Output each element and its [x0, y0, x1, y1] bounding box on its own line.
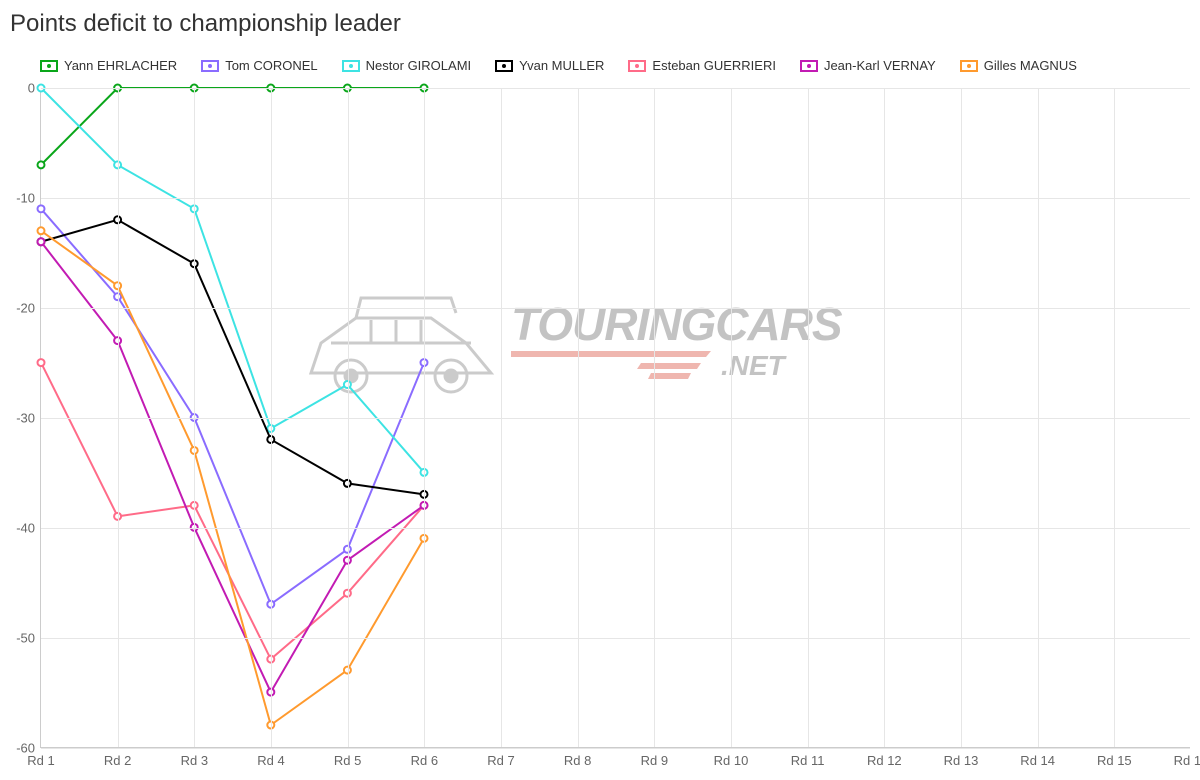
- y-axis-label: -10: [16, 191, 35, 206]
- x-axis-label: Rd 7: [487, 753, 514, 768]
- y-axis-label: 0: [28, 81, 35, 96]
- grid-line-v: [194, 88, 195, 747]
- chart-container: Points deficit to championship leader Ya…: [0, 0, 1200, 780]
- legend-swatch: [342, 60, 360, 72]
- grid-line-h: [41, 748, 1190, 749]
- grid-line-v: [348, 88, 349, 747]
- legend: Yann EHRLACHER Tom CORONEL Nestor GIROLAMI…: [40, 58, 1190, 73]
- grid-line-v: [961, 88, 962, 747]
- x-axis-label: Rd 4: [257, 753, 284, 768]
- data-point[interactable]: [38, 205, 45, 212]
- legend-label: Esteban GUERRIERI: [652, 58, 776, 73]
- plot-area: TOURINGCARS .NET 0-10-20-30-40-50-60Rd 1…: [40, 88, 1190, 748]
- grid-line-v: [424, 88, 425, 747]
- legend-item[interactable]: Tom CORONEL: [201, 58, 317, 73]
- legend-item[interactable]: Gilles MAGNUS: [960, 58, 1077, 73]
- y-axis-label: -40: [16, 521, 35, 536]
- x-axis-label: Rd 12: [867, 753, 902, 768]
- legend-item[interactable]: Jean-Karl VERNAY: [800, 58, 936, 73]
- x-axis-label: Rd 13: [944, 753, 979, 768]
- grid-line-h: [41, 198, 1190, 199]
- data-point[interactable]: [38, 161, 45, 168]
- legend-swatch: [800, 60, 818, 72]
- legend-swatch: [495, 60, 513, 72]
- x-axis-label: Rd 8: [564, 753, 591, 768]
- x-axis-label: Rd 16: [1174, 753, 1200, 768]
- y-axis-label: -50: [16, 631, 35, 646]
- legend-label: Yvan MULLER: [519, 58, 604, 73]
- x-axis-label: Rd 5: [334, 753, 361, 768]
- x-axis-label: Rd 6: [411, 753, 438, 768]
- grid-line-v: [118, 88, 119, 747]
- legend-label: Jean-Karl VERNAY: [824, 58, 936, 73]
- grid-line-v: [1038, 88, 1039, 747]
- x-axis-label: Rd 9: [641, 753, 668, 768]
- x-axis-label: Rd 14: [1020, 753, 1055, 768]
- x-axis-label: Rd 3: [181, 753, 208, 768]
- legend-label: Tom CORONEL: [225, 58, 317, 73]
- series-line[interactable]: [41, 88, 424, 472]
- grid-line-v: [808, 88, 809, 747]
- chart-title: Points deficit to championship leader: [10, 10, 401, 38]
- legend-item[interactable]: Nestor GIROLAMI: [342, 58, 471, 73]
- grid-line-v: [884, 88, 885, 747]
- series-line[interactable]: [41, 88, 424, 165]
- grid-line-v: [654, 88, 655, 747]
- legend-swatch: [628, 60, 646, 72]
- legend-label: Nestor GIROLAMI: [366, 58, 471, 73]
- grid-line-v: [578, 88, 579, 747]
- legend-label: Yann EHRLACHER: [64, 58, 177, 73]
- data-point[interactable]: [38, 227, 45, 234]
- x-axis-label: Rd 2: [104, 753, 131, 768]
- x-axis-label: Rd 10: [714, 753, 749, 768]
- series-line[interactable]: [41, 242, 424, 692]
- legend-swatch: [201, 60, 219, 72]
- y-axis-label: -30: [16, 411, 35, 426]
- legend-swatch: [960, 60, 978, 72]
- grid-line-h: [41, 308, 1190, 309]
- series-line[interactable]: [41, 220, 424, 495]
- y-axis-label: -20: [16, 301, 35, 316]
- grid-line-h: [41, 418, 1190, 419]
- legend-label: Gilles MAGNUS: [984, 58, 1077, 73]
- grid-line-v: [731, 88, 732, 747]
- x-axis-label: Rd 15: [1097, 753, 1132, 768]
- grid-line-h: [41, 528, 1190, 529]
- grid-line-h: [41, 88, 1190, 89]
- legend-item[interactable]: Yann EHRLACHER: [40, 58, 177, 73]
- x-axis-label: Rd 1: [27, 753, 54, 768]
- legend-item[interactable]: Esteban GUERRIERI: [628, 58, 776, 73]
- legend-item[interactable]: Yvan MULLER: [495, 58, 604, 73]
- grid-line-v: [501, 88, 502, 747]
- x-axis-label: Rd 11: [791, 753, 825, 768]
- legend-swatch: [40, 60, 58, 72]
- data-point[interactable]: [38, 359, 45, 366]
- grid-line-v: [1114, 88, 1115, 747]
- grid-line-h: [41, 638, 1190, 639]
- data-point[interactable]: [38, 238, 45, 245]
- grid-line-v: [271, 88, 272, 747]
